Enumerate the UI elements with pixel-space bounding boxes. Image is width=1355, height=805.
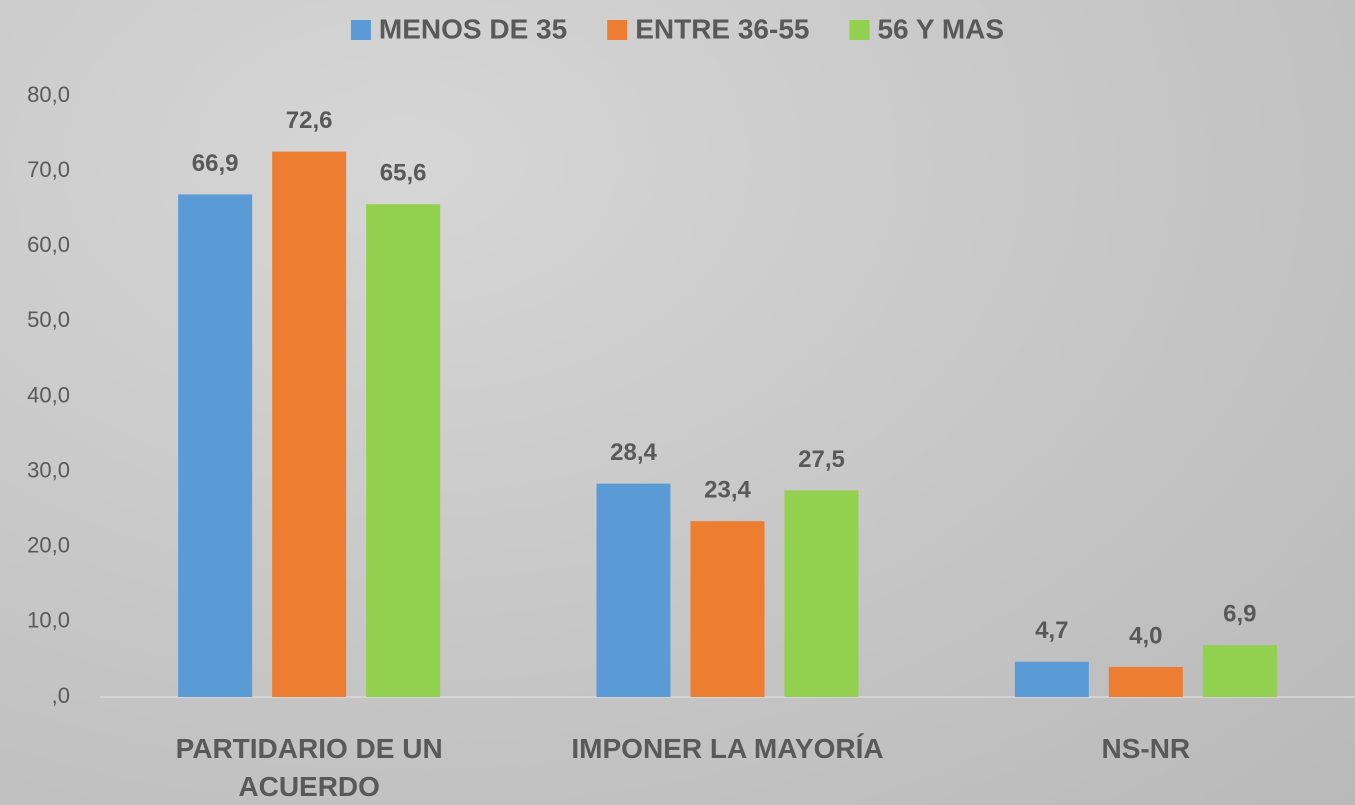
bar (784, 490, 859, 697)
data-label: 72,6 (286, 107, 333, 134)
data-label: 23,4 (704, 477, 751, 504)
y-tick-label: 10,0 (27, 608, 70, 633)
data-label: 27,5 (798, 446, 845, 473)
bar (690, 521, 765, 697)
y-tick-label: 60,0 (27, 232, 70, 257)
bar (596, 483, 671, 697)
bar (1108, 666, 1183, 697)
legend-label: MENOS DE 35 (379, 13, 567, 44)
bar (1014, 661, 1089, 697)
bar (178, 194, 253, 697)
legend-swatch (849, 20, 870, 40)
data-label: 65,6 (380, 160, 427, 187)
x-tick-label: NS-NR (1101, 733, 1191, 764)
y-tick-label: ,0 (52, 683, 70, 708)
y-tick-label: 40,0 (27, 382, 70, 407)
bar (366, 204, 441, 697)
legend-label: ENTRE 36-55 (635, 13, 809, 44)
y-tick-label: 70,0 (27, 157, 70, 182)
y-tick-label: 50,0 (27, 307, 70, 332)
x-tick-label: IMPONER LA MAYORÍA (571, 733, 884, 764)
bar (1202, 645, 1277, 697)
data-label: 66,9 (192, 150, 239, 177)
bar (272, 151, 347, 697)
data-label: 4,7 (1035, 617, 1068, 644)
y-tick-label: 80,0 (27, 82, 70, 107)
data-label: 28,4 (610, 439, 657, 466)
legend-label: 56 Y MAS (877, 13, 1004, 44)
data-label: 4,0 (1129, 622, 1162, 649)
legend-swatch (607, 20, 628, 40)
y-tick-label: 20,0 (27, 533, 70, 558)
data-label: 6,9 (1223, 601, 1256, 628)
legend-swatch (350, 20, 371, 40)
y-tick-label: 30,0 (27, 457, 70, 482)
x-tick-label: PARTIDARIO DE UN ACUERDO (175, 733, 443, 802)
